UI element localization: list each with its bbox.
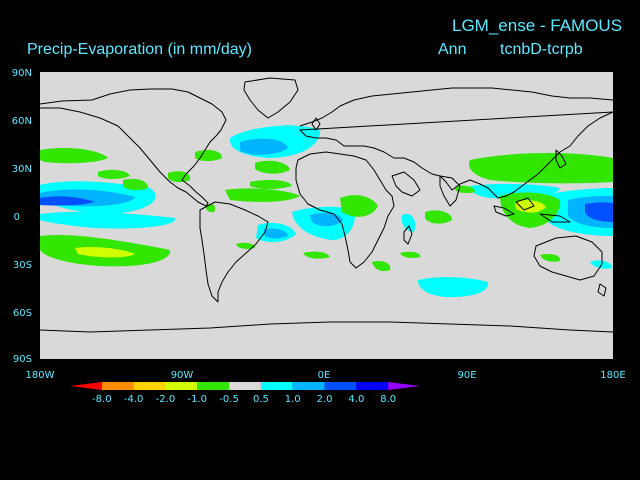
colorbar-swatch bbox=[292, 382, 325, 390]
colorbar-swatch bbox=[324, 382, 357, 390]
period-label: Ann bbox=[438, 41, 467, 58]
colorbar-label: -0.5 bbox=[219, 394, 239, 405]
colorbar-swatch bbox=[101, 382, 134, 390]
colorbar-label: 0.5 bbox=[253, 394, 269, 405]
coastlines bbox=[39, 77, 614, 333]
lon-label: 90W bbox=[171, 370, 194, 381]
lon-label: 0E bbox=[318, 370, 331, 381]
colorbar-swatch bbox=[197, 382, 230, 390]
variable-title: Precip-Evaporation (in mm/day) bbox=[27, 41, 252, 58]
colorbar-label: -8.0 bbox=[92, 394, 112, 405]
lat-label: 0 bbox=[14, 212, 20, 223]
experiment-label: tcnbD-tcrpb bbox=[500, 41, 583, 58]
colorbar-label: 2.0 bbox=[317, 394, 333, 405]
colorbar-swatch bbox=[388, 382, 420, 390]
longitude-labels: 180W 90W 0E 90E 180E bbox=[26, 370, 626, 381]
lon-label: 180W bbox=[26, 370, 55, 381]
lat-label: 30S bbox=[13, 260, 32, 271]
colorbar-label: -4.0 bbox=[124, 394, 144, 405]
plot-title: LGM_ense - FAMOUS bbox=[452, 16, 623, 35]
colorbar-swatch bbox=[70, 382, 102, 390]
colorbar-swatch bbox=[165, 382, 198, 390]
colorbar-swatch bbox=[356, 382, 389, 390]
colorbar-label: 8.0 bbox=[380, 394, 396, 405]
latitude-labels: 90N 60N 30N 0 30S 60S 90S bbox=[12, 68, 32, 365]
lon-label: 180E bbox=[600, 370, 625, 381]
colorbar: -8.0 -4.0 -2.0 -1.0 -0.5 0.5 1.0 2.0 4.0 8.0 bbox=[70, 382, 420, 405]
lat-label: 90N bbox=[12, 68, 32, 79]
lat-label: 30N bbox=[12, 164, 32, 175]
colorbar-swatch bbox=[260, 382, 293, 390]
colorbar-swatch bbox=[133, 382, 166, 390]
lon-label: 90E bbox=[457, 370, 476, 381]
colorbar-label: 4.0 bbox=[348, 394, 364, 405]
anomaly-field bbox=[40, 125, 613, 298]
lat-label: 60N bbox=[12, 116, 32, 127]
lat-label: 90S bbox=[13, 354, 32, 365]
colorbar-swatch bbox=[229, 382, 261, 390]
colorbar-label: -2.0 bbox=[156, 394, 176, 405]
colorbar-label: -1.0 bbox=[188, 394, 208, 405]
lat-label: 60S bbox=[13, 308, 32, 319]
colorbar-label: 1.0 bbox=[285, 394, 301, 405]
